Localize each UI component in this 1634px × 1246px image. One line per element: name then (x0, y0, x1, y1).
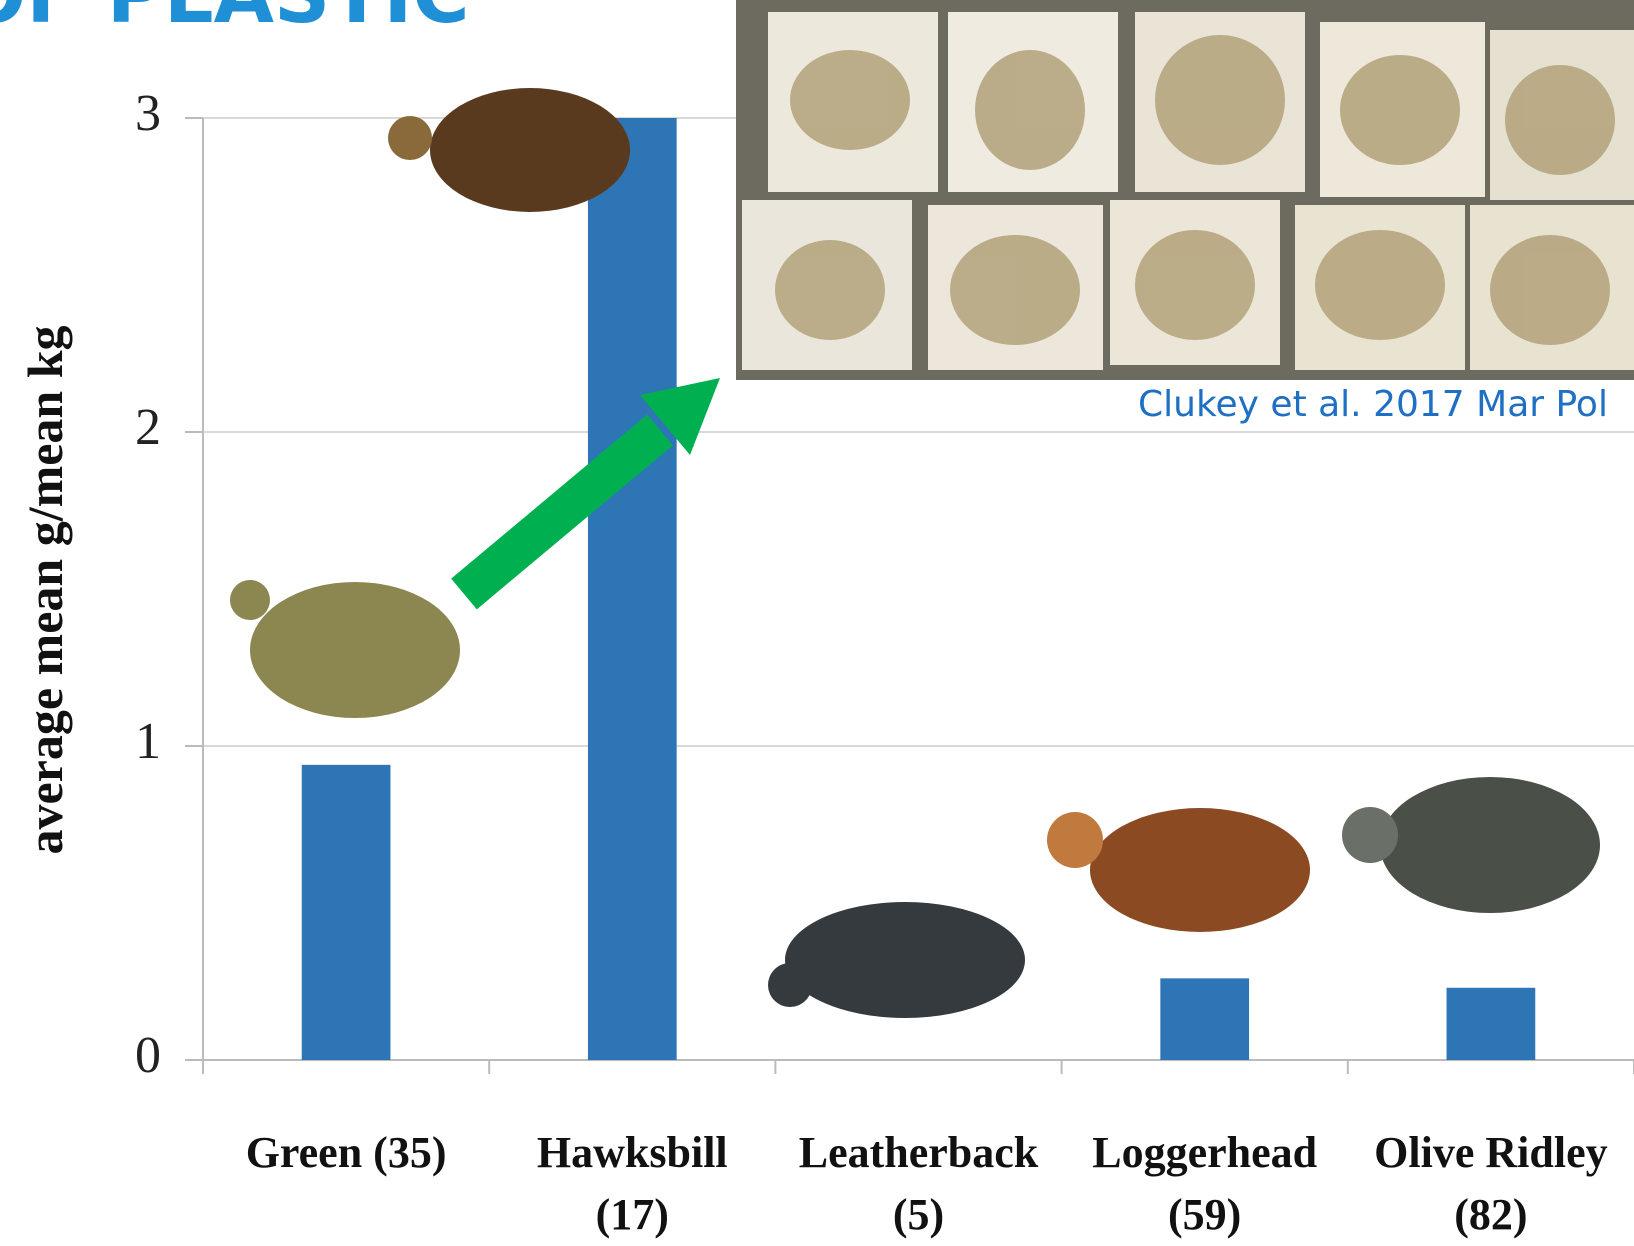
y-axis-label: average mean g/mean kg (17, 325, 73, 854)
bar (588, 118, 677, 1060)
x-tick-label: Olive Ridley (82) (1341, 1122, 1634, 1246)
bar (1160, 978, 1249, 1060)
x-tick-label: Loggerhead (59) (1055, 1122, 1355, 1246)
citation: Clukey et al. 2017 Mar Pol (1138, 384, 1608, 425)
bar (302, 765, 391, 1060)
bar (1447, 988, 1536, 1060)
x-tick-label: Hawksbill (17) (482, 1122, 782, 1246)
chart: OF PLASTIC average mean g/mean kg 0 1 2 3 C… (0, 0, 1634, 1211)
y-tick-label: 1 (135, 713, 161, 770)
y-tick-label: 0 (135, 1027, 161, 1084)
y-tick-label: 2 (135, 399, 161, 456)
y-tick-label: 3 (135, 85, 161, 142)
photo (736, 0, 1634, 380)
x-tick-label: Leatherback (5) (769, 1122, 1069, 1246)
slide-title: OF PLASTIC (0, 0, 470, 41)
slide: OF PLASTIC average mean g/mean kg 0 1 2 3 C… (0, 0, 1634, 1211)
x-tick-label: Green (35) (196, 1122, 496, 1184)
